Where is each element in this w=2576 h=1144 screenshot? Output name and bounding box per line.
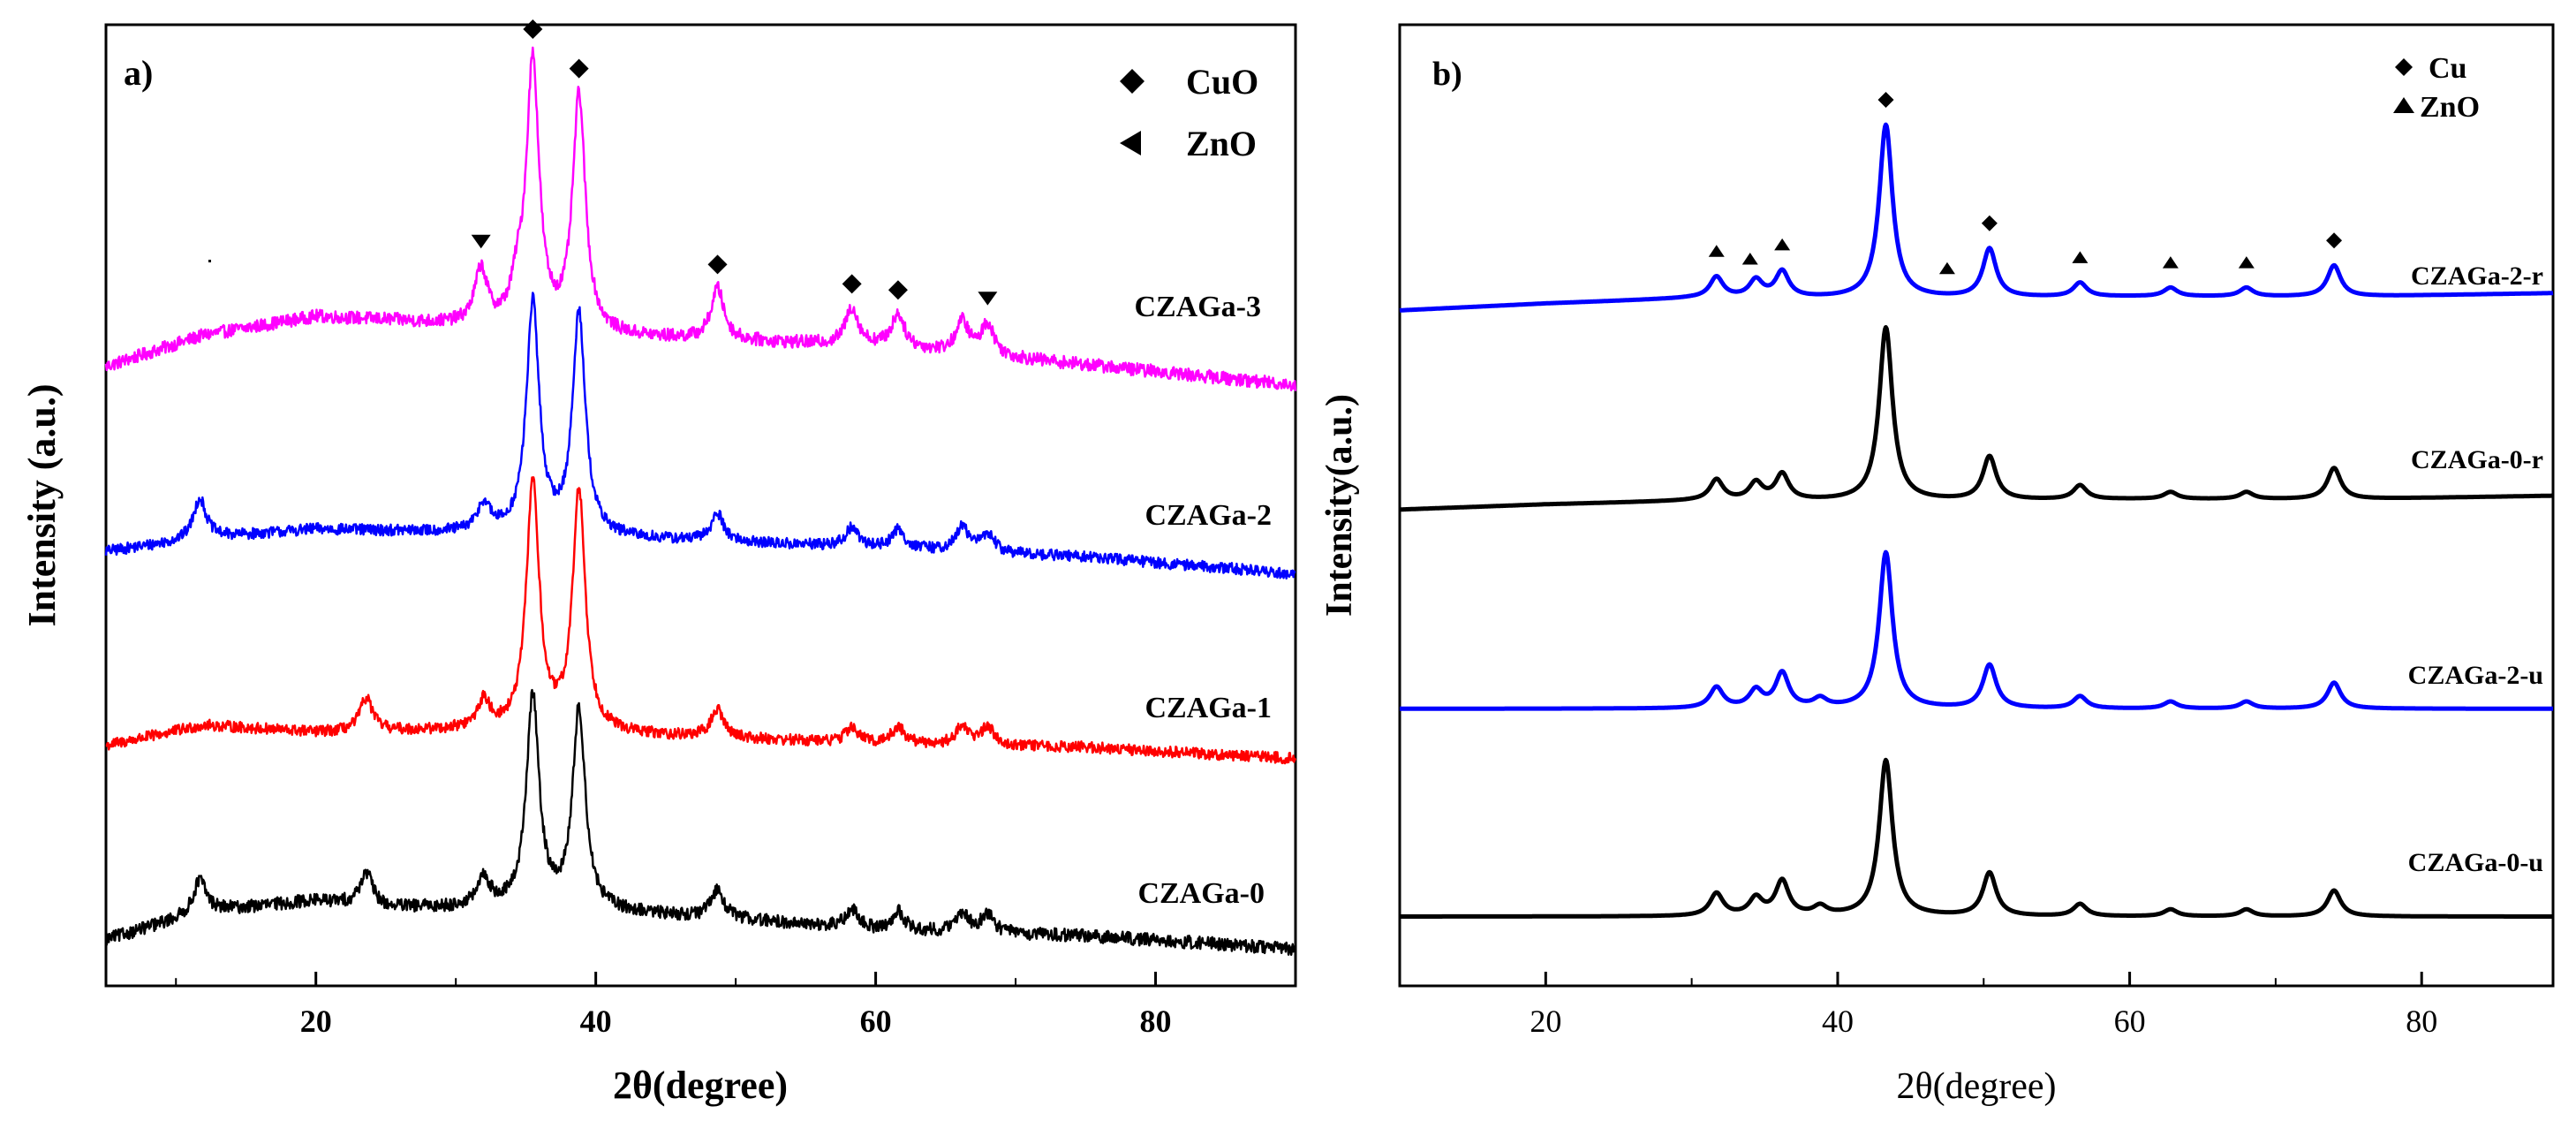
legend-zno-label: ZnO xyxy=(1186,124,1257,163)
panel-b: 20 40 60 80 b) 2θ(degree) Intensity(a.u.) C… xyxy=(1319,23,2555,1107)
panel-a-y-axis-label: Intensity (a.u.) xyxy=(20,383,64,626)
legend-triangle-left-marker xyxy=(1120,131,1141,155)
peak-marker-triangle-down xyxy=(471,234,491,249)
x-tick-label: 60 xyxy=(2114,1004,2146,1039)
panel-a-x-axis-ticks: 20 40 60 80 xyxy=(175,972,1296,1039)
peak-marker-diamond xyxy=(2326,232,2343,249)
legend-diamond-marker xyxy=(1120,69,1144,94)
series-line-czaga-3 xyxy=(104,46,1297,391)
panel-b-series-names: CZAGa-2-r CZAGa-0-r CZAGa-2-u CZAGa-0-u xyxy=(2408,261,2543,877)
series-label-czaga-0-r: CZAGa-0-r xyxy=(2411,445,2543,474)
series-line-czaga-2-u xyxy=(1398,549,2555,711)
peak-marker-triangle-up xyxy=(1741,252,1758,265)
panel-b-series-layer xyxy=(1398,92,2555,919)
panel-b-x-axis-label: 2θ(degree) xyxy=(1896,1066,2056,1107)
series-line-czaga-0-r xyxy=(1398,325,2555,512)
panel-b-x-axis-ticks: 20 40 60 80 xyxy=(1399,972,2437,1039)
peak-marker-triangle-down xyxy=(978,292,998,306)
panel-b-frame xyxy=(1398,23,2555,988)
series-line-czaga-0 xyxy=(104,688,1297,957)
panel-a: 20 40 60 80 a) 2θ(degree) Intensity (a.u.) … xyxy=(20,19,1297,1107)
peak-marker-diamond xyxy=(1877,92,1894,109)
peak-marker-diamond xyxy=(888,280,908,300)
peak-marker-triangle-up xyxy=(1708,245,1725,257)
x-tick-label: 80 xyxy=(1140,1004,1172,1039)
stray-dot-artifact xyxy=(208,260,211,262)
peak-marker-diamond xyxy=(707,254,728,275)
panel-a-x-axis-label: 2θ(degree) xyxy=(613,1064,788,1107)
legend-cu-label: Cu xyxy=(2429,52,2466,85)
legend-cuo-label: CuO xyxy=(1186,62,1258,102)
series-label-czaga-2: CZAGa-2 xyxy=(1144,499,1272,532)
peak-marker-triangle-up xyxy=(1938,261,1955,275)
series-label-czaga-1: CZAGa-1 xyxy=(1144,692,1272,724)
series-label-czaga-0-u: CZAGa-0-u xyxy=(2408,848,2543,877)
x-tick-label: 40 xyxy=(1822,1004,1854,1039)
panel-a-label: a) xyxy=(124,53,153,93)
peak-marker-diamond xyxy=(842,274,862,294)
panel-b-label: b) xyxy=(1432,56,1462,93)
panel-b-legend: Cu ZnO xyxy=(2393,52,2480,124)
peak-marker-triangle-up xyxy=(2162,256,2179,269)
series-line-czaga-2 xyxy=(104,292,1296,580)
legend-triangle-up-marker xyxy=(2393,97,2414,113)
x-tick-label: 20 xyxy=(1530,1004,1561,1039)
series-line-czaga-1 xyxy=(105,476,1297,765)
series-label-czaga-2-r: CZAGa-2-r xyxy=(2411,261,2543,291)
peak-marker-diamond xyxy=(523,19,543,39)
legend-diamond-marker xyxy=(2395,58,2413,76)
panel-b-y-axis-label: Intensity(a.u.) xyxy=(1319,394,1360,617)
panel-a-series-names: CZAGa-3 CZAGa-2 CZAGa-1 CZAGa-0 xyxy=(1134,291,1272,910)
x-tick-label: 40 xyxy=(580,1004,612,1039)
peak-marker-diamond xyxy=(569,58,589,79)
peak-marker-triangle-up xyxy=(2072,251,2089,263)
series-line-czaga-0-u xyxy=(1398,757,2555,919)
panel-a-series-layer xyxy=(104,19,1297,957)
panel-a-legend: CuO ZnO xyxy=(1120,62,1258,163)
series-label-czaga-0: CZAGa-0 xyxy=(1137,877,1265,910)
series-line-czaga-2-r xyxy=(1398,122,2555,313)
x-tick-label: 60 xyxy=(860,1004,892,1039)
peak-marker-triangle-up xyxy=(2238,256,2255,269)
legend-zno-label: ZnO xyxy=(2420,91,2480,124)
panel-a-frame xyxy=(104,23,1297,988)
series-label-czaga-2-u: CZAGa-2-u xyxy=(2408,661,2543,690)
x-tick-label: 20 xyxy=(300,1004,332,1039)
peak-marker-triangle-up xyxy=(1774,238,1791,251)
series-label-czaga-3: CZAGa-3 xyxy=(1134,291,1261,323)
x-tick-label: 80 xyxy=(2406,1004,2437,1039)
peak-marker-diamond xyxy=(1981,215,1998,231)
